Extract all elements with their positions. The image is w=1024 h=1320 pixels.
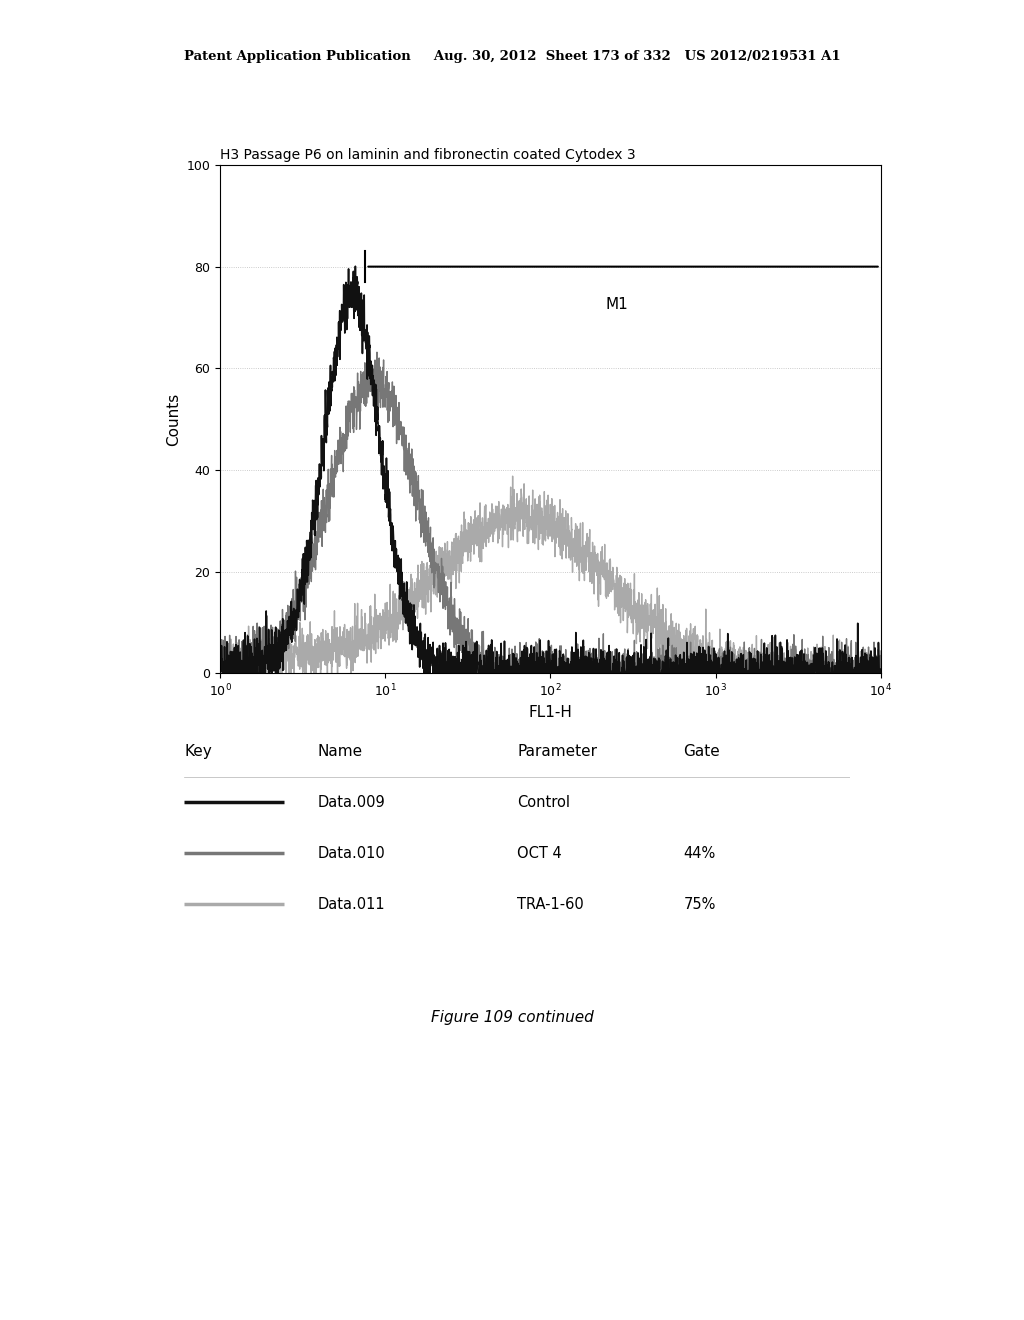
Text: Patent Application Publication     Aug. 30, 2012  Sheet 173 of 332   US 2012/021: Patent Application Publication Aug. 30, …	[183, 50, 841, 63]
Y-axis label: Counts: Counts	[166, 392, 181, 446]
Text: 44%: 44%	[684, 846, 716, 861]
Text: Name: Name	[317, 744, 362, 759]
Text: Gate: Gate	[684, 744, 720, 759]
Text: 75%: 75%	[684, 898, 716, 912]
Text: Data.011: Data.011	[317, 898, 385, 912]
Text: M1: M1	[605, 297, 628, 312]
Text: H3 Passage P6 on laminin and fibronectin coated Cytodex 3: H3 Passage P6 on laminin and fibronectin…	[220, 148, 636, 162]
Text: TRA-1-60: TRA-1-60	[517, 898, 584, 912]
Text: Figure 109 continued: Figure 109 continued	[431, 1010, 593, 1024]
Text: Data.010: Data.010	[317, 846, 385, 861]
X-axis label: FL1-H: FL1-H	[528, 705, 572, 721]
Text: Parameter: Parameter	[517, 744, 597, 759]
Text: Control: Control	[517, 795, 570, 810]
Text: Data.009: Data.009	[317, 795, 385, 810]
Text: Key: Key	[184, 744, 212, 759]
Text: OCT 4: OCT 4	[517, 846, 562, 861]
